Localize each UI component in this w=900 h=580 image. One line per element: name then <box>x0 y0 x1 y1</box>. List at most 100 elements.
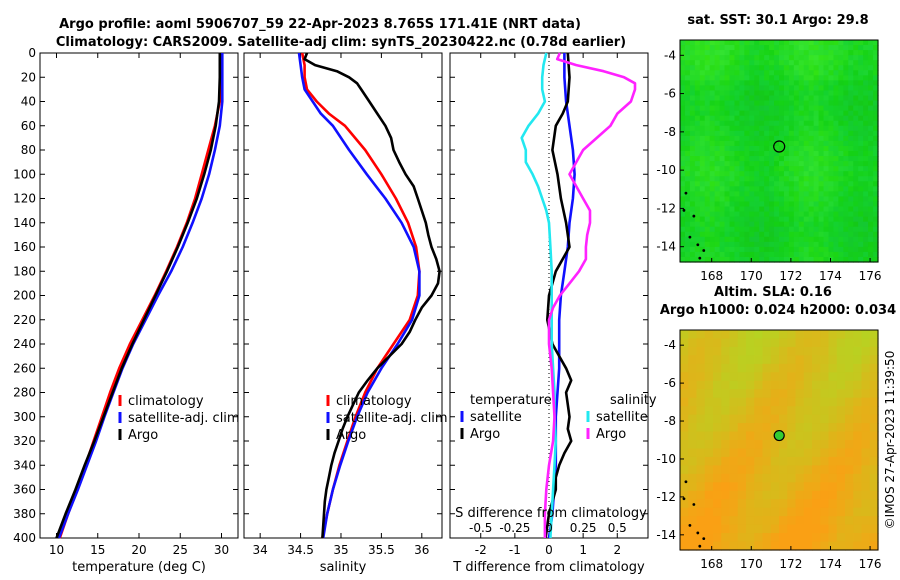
map-cell <box>709 85 716 92</box>
map-cell <box>721 389 731 399</box>
map-cell <box>729 130 736 137</box>
map-cell <box>823 65 830 71</box>
map-cell <box>828 406 838 416</box>
map-cell <box>699 176 706 182</box>
map-cell <box>769 151 775 157</box>
map-cell <box>803 105 810 112</box>
map-cell <box>704 490 714 500</box>
map-cell <box>808 166 815 172</box>
map-3-field <box>680 40 879 263</box>
map-cell <box>873 171 879 177</box>
map-cell <box>813 221 820 228</box>
map-cell <box>762 490 772 500</box>
map-cell <box>699 120 706 127</box>
map-cell <box>734 60 740 66</box>
map-cell <box>803 236 810 243</box>
map-cell <box>853 406 863 416</box>
map-cell <box>754 90 760 97</box>
map-cell <box>828 95 835 102</box>
map-cell <box>769 156 775 162</box>
map-cell <box>694 171 701 177</box>
map-cell <box>699 125 706 132</box>
map-cell <box>795 541 805 551</box>
map-cell <box>869 490 879 500</box>
map-cell <box>803 70 810 76</box>
map-cell <box>729 201 736 208</box>
map-3-frame <box>679 39 879 263</box>
map-cell <box>737 389 747 399</box>
map-cell <box>818 100 825 107</box>
map-cell <box>788 70 795 76</box>
map-cell <box>737 330 747 340</box>
map-cell <box>828 397 838 407</box>
map-cell <box>721 465 731 475</box>
map-cell <box>739 246 745 253</box>
map-cell <box>770 380 780 390</box>
map-cell <box>729 355 739 365</box>
map-cell <box>684 80 691 87</box>
map-cell <box>838 55 844 61</box>
map-cell <box>714 251 721 258</box>
map-cell <box>724 85 731 92</box>
map-cell <box>861 431 871 441</box>
map-cell <box>774 105 780 112</box>
map-cell <box>744 221 750 228</box>
map-cell <box>858 75 864 81</box>
depth-tick-label: 140 <box>13 216 36 230</box>
map-cell <box>729 221 736 228</box>
map-cell <box>823 145 830 152</box>
map-cell <box>689 140 696 147</box>
map-cell <box>774 181 780 187</box>
map-cell <box>684 140 691 147</box>
map-cell <box>788 135 795 142</box>
map-cell <box>798 125 805 132</box>
map-cell <box>779 507 788 517</box>
map-cell <box>843 156 849 162</box>
map-cell <box>833 246 839 253</box>
map-cell <box>798 166 805 172</box>
map-cell <box>861 456 871 466</box>
map-cell <box>823 156 830 162</box>
map-cell <box>798 246 805 253</box>
map-cell <box>684 196 691 203</box>
map-cell <box>813 130 820 137</box>
map-cell <box>868 206 874 213</box>
map-cell <box>779 151 785 157</box>
map-cell <box>843 65 849 71</box>
map-cell <box>764 176 770 182</box>
map-cell <box>818 95 825 102</box>
map-cell <box>828 65 835 71</box>
map-cell <box>680 363 689 373</box>
map-cell <box>704 231 711 238</box>
map-cell <box>694 75 701 81</box>
map-cell <box>764 55 770 61</box>
map-cell <box>734 75 740 81</box>
map-cell <box>704 456 714 466</box>
map-cell <box>688 397 698 407</box>
map-cell <box>828 50 835 56</box>
map-cell <box>680 140 686 147</box>
map-cell <box>808 191 815 198</box>
map-cell <box>759 45 765 51</box>
map-cell <box>812 372 821 382</box>
map-cell <box>783 166 790 172</box>
map-cell <box>828 85 835 92</box>
map-cell <box>739 120 745 127</box>
map-cell <box>793 181 800 187</box>
map-cell <box>828 151 835 157</box>
map-cell <box>783 140 790 147</box>
map-cell <box>754 151 760 157</box>
map-cell <box>820 372 830 382</box>
map-cell <box>699 241 706 248</box>
map-cell <box>704 338 714 348</box>
map-cell <box>808 60 815 66</box>
map-cell <box>704 246 711 253</box>
map-cell <box>853 65 859 71</box>
map-cell <box>680 105 686 112</box>
map-cell <box>734 120 740 127</box>
map-cell <box>803 431 813 441</box>
legend-label: climatology <box>336 394 412 409</box>
map-cell <box>689 236 696 243</box>
map-cell <box>820 355 830 365</box>
map-cell <box>754 380 764 390</box>
